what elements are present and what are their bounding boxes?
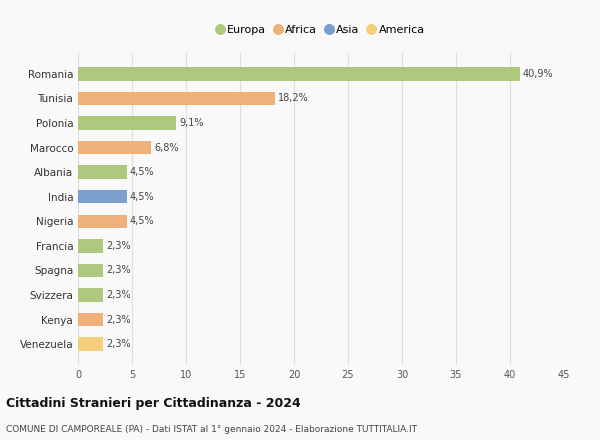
Text: 18,2%: 18,2%	[278, 93, 308, 103]
Bar	[78, 92, 275, 105]
Text: 2,3%: 2,3%	[106, 241, 131, 251]
Text: 4,5%: 4,5%	[130, 216, 154, 226]
Text: 2,3%: 2,3%	[106, 315, 131, 325]
Bar	[78, 190, 127, 203]
Bar	[78, 116, 176, 130]
Text: 6,8%: 6,8%	[155, 143, 179, 153]
Bar	[78, 239, 103, 253]
Text: 2,3%: 2,3%	[106, 339, 131, 349]
Text: 40,9%: 40,9%	[523, 69, 554, 79]
Text: Cittadini Stranieri per Cittadinanza - 2024: Cittadini Stranieri per Cittadinanza - 2…	[6, 397, 301, 410]
Legend: Europa, Africa, Asia, America: Europa, Africa, Asia, America	[214, 21, 428, 38]
Bar	[78, 313, 103, 326]
Bar	[78, 215, 127, 228]
Bar	[78, 337, 103, 351]
Bar	[78, 264, 103, 277]
Text: 2,3%: 2,3%	[106, 265, 131, 275]
Text: COMUNE DI CAMPOREALE (PA) - Dati ISTAT al 1° gennaio 2024 - Elaborazione TUTTITA: COMUNE DI CAMPOREALE (PA) - Dati ISTAT a…	[6, 425, 417, 434]
Text: 2,3%: 2,3%	[106, 290, 131, 300]
Text: 9,1%: 9,1%	[179, 118, 204, 128]
Bar	[78, 67, 520, 81]
Text: 4,5%: 4,5%	[130, 192, 154, 202]
Bar	[78, 165, 127, 179]
Bar	[78, 141, 151, 154]
Text: 4,5%: 4,5%	[130, 167, 154, 177]
Bar	[78, 288, 103, 302]
